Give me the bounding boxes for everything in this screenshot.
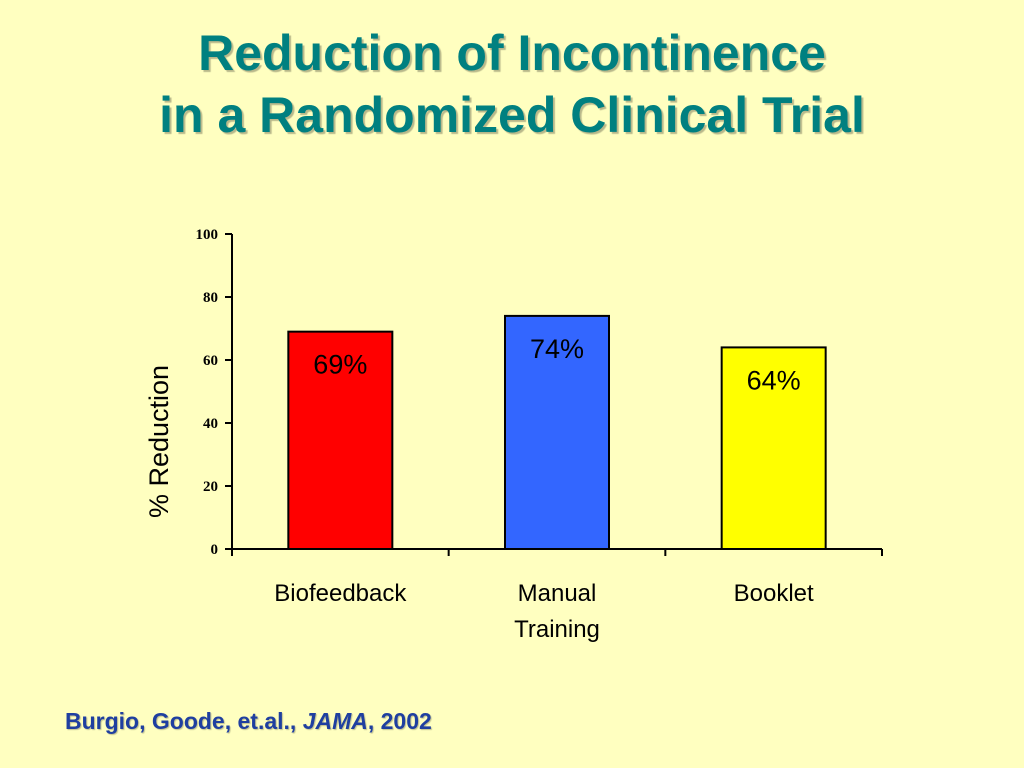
citation-journal: JAMA: [302, 708, 368, 734]
title-line-2: in a Randomized Clinical Trial: [159, 87, 865, 143]
bar-1: [287, 330, 394, 550]
category-label-2: Manual Training: [514, 580, 600, 643]
y-tick-label: 0: [211, 542, 219, 558]
citation-year: , 2002: [367, 708, 432, 734]
category-label-3: Booklet: [734, 580, 814, 607]
slide-title: Reduction of Incontinence in a Randomize…: [0, 22, 1024, 146]
citation: Burgio, Goode, et.al., JAMA, 2002: [65, 708, 432, 735]
data-label-1: 69%: [313, 350, 367, 380]
y-tick-label: 20: [203, 479, 218, 495]
y-tick-label: 60: [203, 353, 218, 369]
category-label-1: Biofeedback: [274, 580, 407, 607]
y-tick-label: 80: [203, 290, 218, 306]
data-label-2: 74%: [530, 334, 584, 364]
y-tick-label: 100: [196, 227, 219, 243]
data-label-3: 64%: [747, 365, 801, 395]
bar-2: [504, 314, 610, 550]
y-tick-label: 40: [203, 416, 218, 432]
bar-3: [720, 346, 827, 550]
y-axis-label: % Reduction: [144, 365, 174, 518]
title-line-1: Reduction of Incontinence: [198, 25, 826, 81]
citation-authors: Burgio, Goode, et.al.,: [65, 708, 303, 734]
